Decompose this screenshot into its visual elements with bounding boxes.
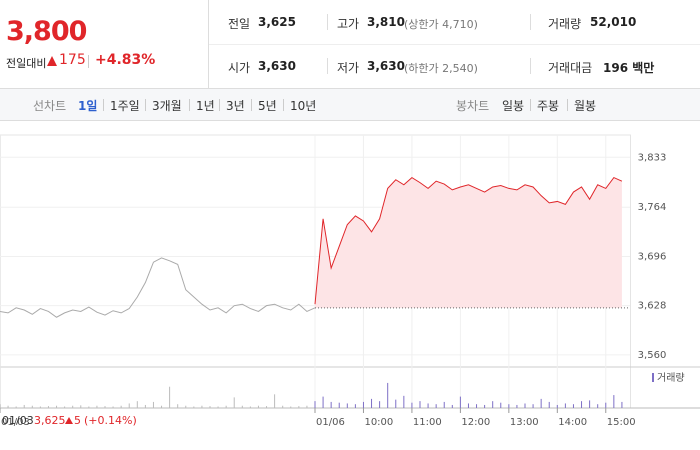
stat-note: (상한가 4,710) [404,18,478,31]
change-label: 전일대비 [6,57,47,70]
tab[interactable]: 1년 [196,99,215,113]
footer-date: 01/03 [2,414,34,427]
separator [251,99,252,111]
tab[interactable]: 월봉 [574,99,597,113]
stat-label: 저가 [337,61,360,75]
stat-note: (하한가 2,540) [404,62,478,75]
up-icon [65,417,73,424]
stat-value: 52,010 [590,15,637,29]
legend-label: 거래량 [657,372,685,384]
tab-bar [0,89,700,121]
stat-label: 고가 [337,17,360,31]
change-rate: +4.83% [95,52,156,68]
x-tick-label: 15:00 [607,417,636,428]
stat-label: 거래량 [548,17,582,31]
tab[interactable]: 주봉 [537,99,560,113]
price-line [0,257,316,318]
tab[interactable]: 1주일 [110,99,140,113]
footer-change: 5 [74,414,81,427]
y-tick-label: 3,696 [638,251,667,262]
up-icon [47,56,57,66]
area [315,177,622,308]
tab[interactable]: 1일 [78,99,98,113]
tab[interactable]: 3개월 [152,99,182,113]
separator [327,14,328,30]
y-tick-label: 3,628 [638,301,667,312]
legend-swatch [652,373,654,382]
header [0,0,700,89]
y-tick-label: 3,833 [638,152,667,163]
change: 175 [59,52,86,68]
tab[interactable]: 10년 [290,99,317,113]
price: 3,800 [6,16,87,47]
x-tick-label: 01/06 [316,417,345,428]
tab[interactable]: 5년 [258,99,277,113]
separator [530,58,531,74]
y-tick-label: 3,764 [638,202,667,213]
stat-label: 거래대금 [548,61,593,75]
stat-value: 3,625 [258,15,296,29]
separator [327,58,328,74]
separator [530,99,531,111]
divider [209,44,700,45]
divider [208,0,209,88]
x-tick-label: 12:00 [461,417,490,428]
tab-group-label: 봉차트 [456,99,490,113]
stat-value: 3,630 [258,59,296,73]
separator [145,99,146,111]
tab[interactable]: 일봉 [502,99,525,113]
price-line [314,176,623,305]
footer-rate: (+0.14%) [84,414,137,427]
x-tick-label: 10:00 [364,417,393,428]
separator [103,99,104,111]
separator [283,99,284,111]
stat-label: 전일 [228,17,251,31]
separator [88,55,89,68]
stat-value: 196 백만 [603,61,655,75]
footer-close: 3,625 [34,414,66,427]
stat-value: 3,810 [367,15,405,29]
separator [530,14,531,30]
separator [567,99,568,111]
y-tick-label: 3,560 [638,350,667,361]
stat-value: 3,630 [367,59,405,73]
x-tick-label: 01/03 [1,417,30,428]
chart: 3,560 3,628 3,696 3,764 3,833 01/03 01/06 10:00… [0,134,700,428]
separator [219,99,220,111]
x-tick-label: 11:00 [413,417,442,428]
separator [189,99,190,111]
tab[interactable]: 3년 [226,99,245,113]
x-tick-label: 13:00 [510,417,539,428]
tab-group-label: 선차트 [33,99,67,113]
stat-label: 시가 [228,61,251,75]
x-tick-label: 14:00 [558,417,587,428]
